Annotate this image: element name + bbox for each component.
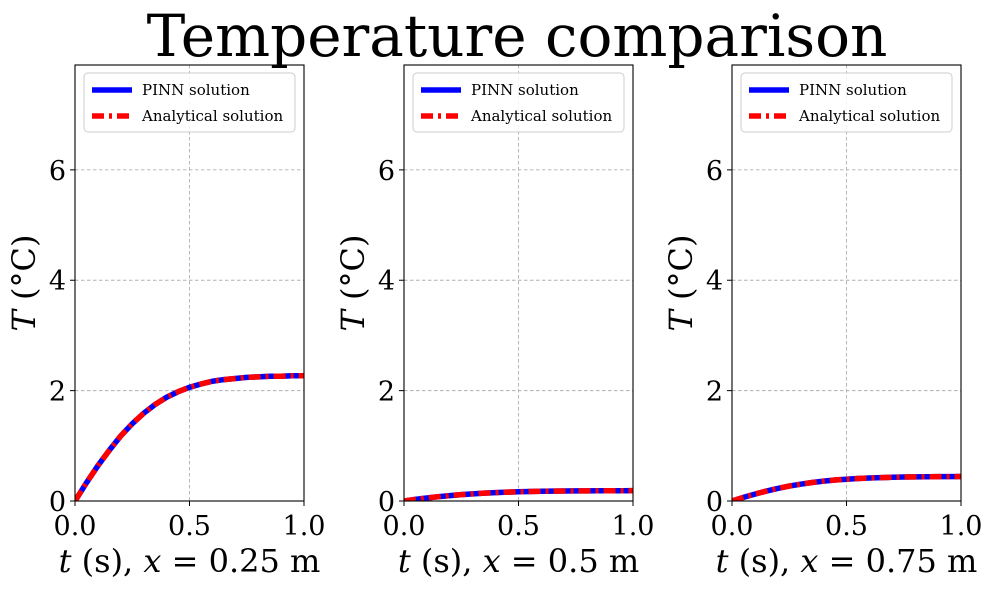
figure-title: Temperature comparison — [147, 2, 888, 70]
legend: PINN solution Analytical solution — [412, 72, 625, 133]
x-axis-label: t (s), x = 0.5 m — [398, 542, 639, 580]
chart-panel-3: 0.0 0.5 1.0 0 2 4 6 t (s), x = 0.75 m T (°C) PINN… — [662, 64, 983, 580]
series-line-analytical — [732, 473, 961, 501]
legend-label-analytical: Analytical solution — [141, 107, 283, 125]
series-line-analytical — [75, 372, 304, 501]
chart-panel-1: 0.0 0.5 1.0 0 2 4 6 t (s), x = 0.25 m T (°C) PINN… — [5, 64, 326, 580]
y-tick-label-0: 0 — [378, 487, 395, 518]
y-axis-label: T (°C) — [5, 235, 43, 332]
y-tick-label-1: 2 — [49, 377, 66, 408]
legend-box — [740, 72, 953, 133]
y-tick-label-1: 2 — [378, 377, 395, 408]
x-tick-label-2: 1.0 — [283, 511, 326, 542]
x-axis-label: t (s), x = 0.75 m — [716, 542, 978, 580]
y-tick-label-0: 0 — [49, 487, 66, 518]
y-tick-label-3: 6 — [49, 156, 66, 187]
legend-label-analytical: Analytical solution — [470, 107, 612, 125]
y-tick-label-3: 6 — [378, 156, 395, 187]
legend-box — [412, 72, 625, 133]
legend-label-analytical: Analytical solution — [798, 107, 940, 125]
y-axis-label: T (°C) — [662, 235, 700, 332]
x-tick-label-1: 0.5 — [497, 511, 540, 542]
y-axis-label: T (°C) — [334, 235, 372, 332]
legend-box — [83, 72, 296, 133]
x-tick-label-1: 0.5 — [825, 511, 868, 542]
legend: PINN solution Analytical solution — [83, 72, 296, 133]
y-tick-label-2: 4 — [378, 266, 395, 297]
x-tick-label-1: 0.5 — [168, 511, 211, 542]
x-tick-label-0: 0.0 — [383, 511, 426, 542]
series-line-pinn — [404, 487, 633, 501]
legend-label-pinn: PINN solution — [471, 81, 579, 99]
x-tick-label-0: 0.0 — [54, 511, 97, 542]
y-tick-label-3: 6 — [706, 156, 723, 187]
legend: PINN solution Analytical solution — [740, 72, 953, 133]
x-axis-label: t (s), x = 0.25 m — [59, 542, 321, 580]
legend-label-pinn: PINN solution — [799, 81, 907, 99]
x-tick-label-2: 1.0 — [940, 511, 983, 542]
y-tick-label-2: 4 — [706, 266, 723, 297]
y-tick-label-0: 0 — [706, 487, 723, 518]
y-tick-label-2: 4 — [49, 266, 66, 297]
legend-label-pinn: PINN solution — [142, 81, 250, 99]
y-tick-label-1: 2 — [706, 377, 723, 408]
chart-panel-2: 0.0 0.5 1.0 0 2 4 6 t (s), x = 0.5 m T (°C) PINN … — [334, 64, 655, 580]
x-tick-label-2: 1.0 — [612, 511, 655, 542]
x-tick-label-0: 0.0 — [711, 511, 754, 542]
